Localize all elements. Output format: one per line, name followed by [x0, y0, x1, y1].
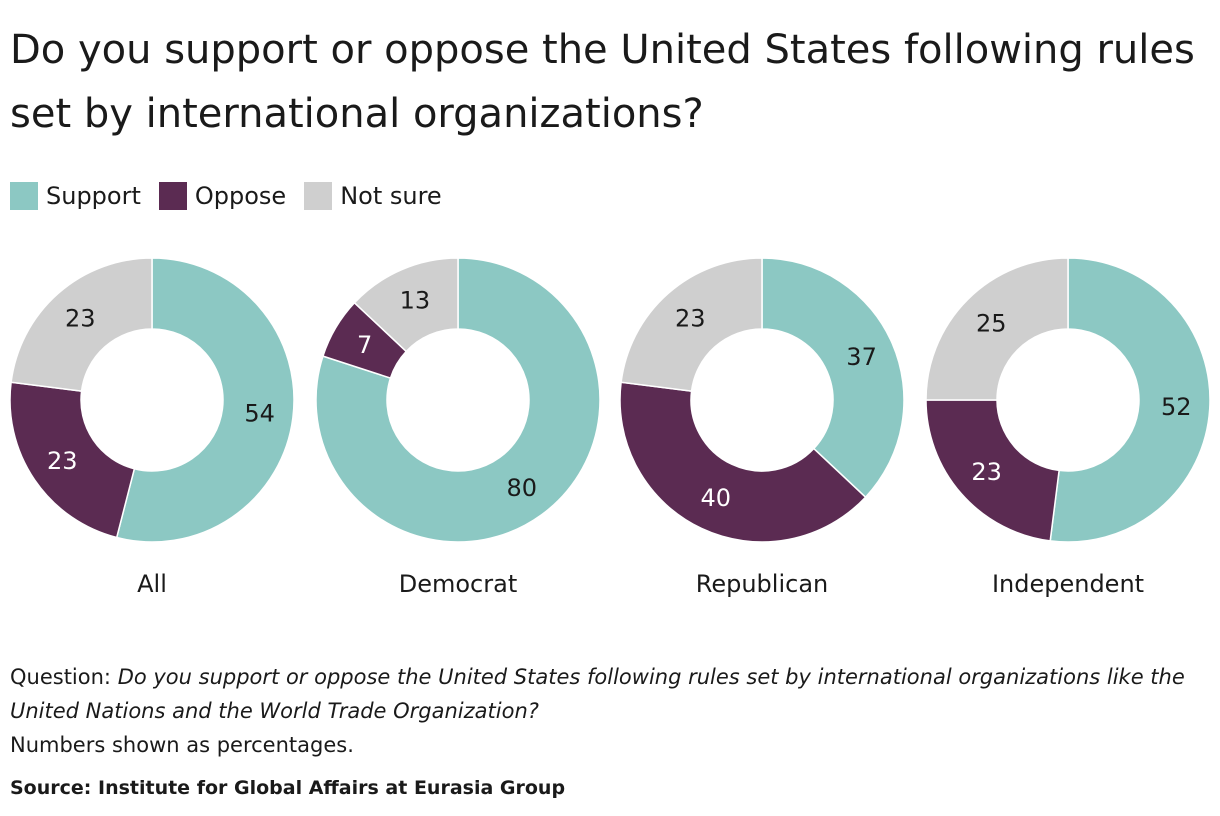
- slice-independent-oppose: [925, 399, 1060, 542]
- chart-title: Do you support or oppose the United Stat…: [10, 27, 1195, 137]
- legend-label-not-sure: Not sure: [340, 182, 442, 210]
- legend-item-oppose: Oppose: [158, 182, 287, 210]
- donut-independent: 52 23 25 Independent: [925, 257, 1211, 598]
- slice-all-support: [115, 257, 295, 543]
- legend-swatch-oppose: [158, 182, 187, 210]
- donut-republican: 37 40 23 Republican: [619, 257, 905, 598]
- source-credit: Source: Institute for Global Affairs at …: [10, 777, 566, 799]
- group-label-independent: Independent: [992, 570, 1144, 598]
- data-label-independent-oppose: 23: [971, 458, 1002, 486]
- slice-republican-oppose: [619, 381, 867, 543]
- slice-republican-not-sure: [620, 257, 763, 392]
- data-label-democrat-not-sure: 13: [400, 286, 431, 314]
- slice-independent-not-sure: [925, 257, 1069, 401]
- data-label-all-support: 54: [244, 400, 275, 428]
- legend-item-support: Support: [10, 182, 141, 210]
- donut-all: 54 23 23 All: [9, 257, 295, 598]
- legend-label-support: Support: [46, 182, 141, 210]
- legend-swatch-not-sure: [304, 182, 333, 210]
- question-note: Question: Do you support or oppose the U…: [10, 660, 1210, 762]
- data-label-democrat-support: 80: [507, 474, 538, 502]
- legend-label-oppose: Oppose: [194, 182, 287, 210]
- legend-swatch-support: [10, 182, 38, 210]
- data-label-democrat-oppose: 7: [357, 331, 372, 359]
- slice-democrat-not-sure: [353, 257, 459, 353]
- group-label-all: All: [137, 570, 167, 598]
- data-label-all-oppose: 23: [47, 447, 78, 475]
- data-label-independent-support: 52: [1161, 393, 1192, 421]
- data-label-republican-support: 37: [846, 343, 877, 371]
- group-label-republican: Republican: [696, 570, 829, 598]
- donut-charts: 54 23 23 All 80 7 13 Democrat 37 40 23 Republican 52…: [9, 257, 1211, 598]
- legend-item-not-sure: Not sure: [304, 182, 442, 210]
- slice-democrat-support: [315, 257, 601, 543]
- data-label-independent-not-sure: 25: [976, 309, 1007, 337]
- numbers-note: Numbers shown as percentages.: [10, 733, 354, 757]
- group-label-democrat: Democrat: [399, 570, 518, 598]
- question-text: Do you support or oppose the United Stat…: [10, 665, 1185, 723]
- legend: Support Oppose Not sure: [10, 180, 460, 212]
- data-label-all-not-sure: 23: [65, 305, 96, 333]
- slice-all-oppose: [9, 381, 136, 539]
- data-label-republican-oppose: 40: [701, 484, 732, 512]
- data-label-republican-not-sure: 23: [675, 305, 706, 333]
- question-prefix: Question:: [10, 665, 118, 689]
- slice-independent-support: [1049, 257, 1211, 543]
- donut-democrat: 80 7 13 Democrat: [315, 257, 601, 598]
- slice-republican-support: [761, 257, 905, 499]
- slice-all-not-sure: [10, 257, 153, 392]
